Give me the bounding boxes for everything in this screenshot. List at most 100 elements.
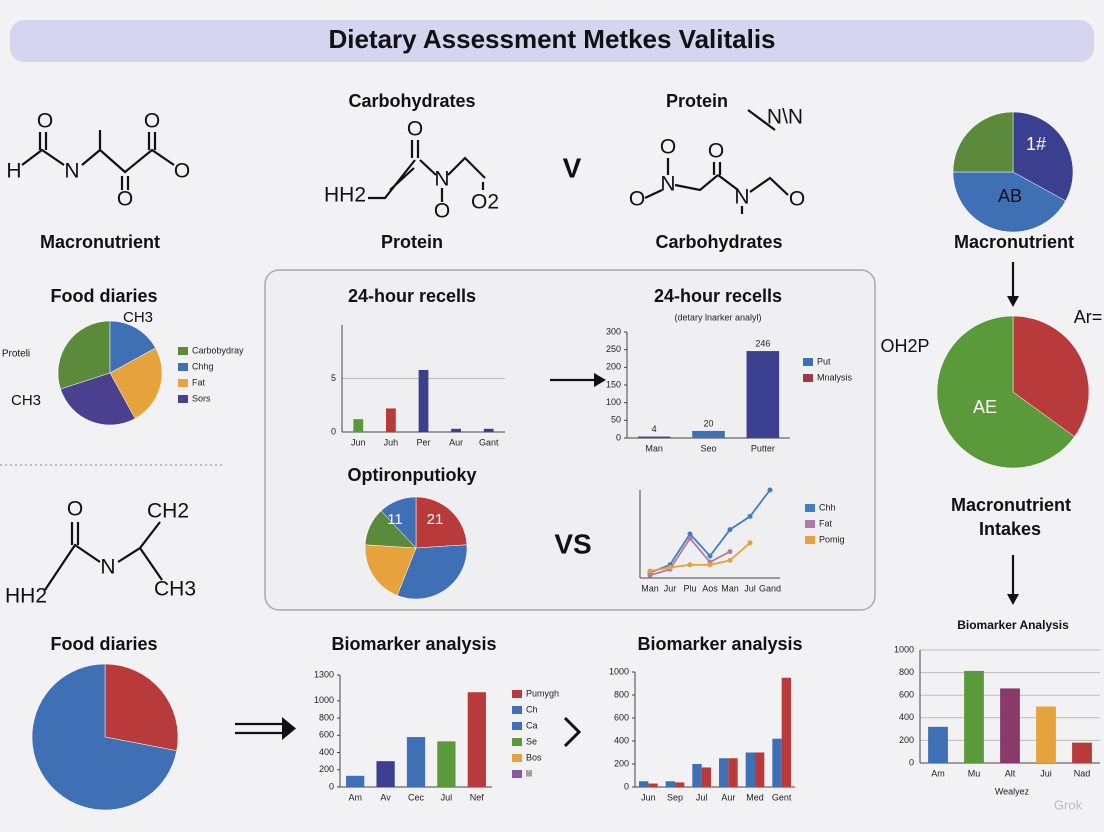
y-tick-label: 1000 [314, 695, 334, 705]
pie-slice [57, 320, 111, 390]
molecule-bonds [644, 109, 789, 214]
x-tick-label: Per [416, 437, 430, 447]
x-tick-label: Jun [641, 792, 656, 802]
x-tick-label: Gant [479, 437, 499, 447]
y-tick-label: 0 [909, 757, 914, 767]
pie-slice [364, 544, 417, 596]
pie-slice [396, 544, 468, 600]
legend-swatch [803, 358, 813, 366]
pie-slice [1012, 111, 1074, 202]
x-tick-label: Alt [1005, 768, 1016, 778]
annotation: Ar= [1074, 307, 1103, 327]
atom-label: O [174, 160, 190, 183]
section-label: Macronutrient [951, 495, 1071, 515]
bar [746, 351, 780, 438]
chart-title: Biomarker Analysis [957, 618, 1069, 632]
y-tick-label: 300 [606, 326, 621, 336]
atom-label: O [407, 118, 423, 141]
legend-label: Mnalysis [817, 372, 853, 382]
pie-slice [936, 315, 1075, 469]
x-tick-label: Jul [696, 792, 708, 802]
bar [692, 430, 725, 438]
y-tick-label: 200 [606, 362, 621, 372]
title-banner [10, 20, 1094, 62]
legend-swatch [178, 347, 188, 355]
legend-label: Put [817, 356, 831, 366]
y-tick-label: 800 [614, 689, 629, 699]
y-tick-label: 0 [616, 432, 621, 442]
x-tick-label: Mu [968, 768, 981, 778]
legend-label: Carbobydray [192, 345, 244, 355]
pie-slice [952, 111, 1014, 173]
section-label: Macronutrient [40, 232, 160, 252]
watermark: Grok [1054, 797, 1083, 812]
bar [386, 408, 396, 432]
x-tick-label: Av [380, 792, 391, 802]
bar [928, 726, 948, 763]
atom-label: CH3 [154, 578, 196, 601]
atom-label: O [660, 136, 676, 159]
x-tick-label: Jui [1040, 768, 1052, 778]
section-label: Carbohydrates [655, 232, 782, 252]
value-label: 20 [703, 418, 713, 428]
section-label: Carbohydrates [348, 91, 475, 111]
bar [728, 758, 738, 787]
bar [755, 752, 765, 787]
legend-swatch [805, 504, 815, 512]
x-tick-label: Am [348, 792, 362, 802]
bar [353, 419, 364, 432]
x-tick-label: Putter [751, 443, 775, 453]
bar [772, 738, 782, 787]
line [649, 542, 751, 572]
double-arrow [235, 722, 284, 735]
legend-label: Bos [526, 752, 542, 762]
atom-label: O2 [471, 191, 499, 214]
atom-label: O [629, 188, 645, 211]
atom-label: O [144, 110, 160, 133]
section-label: Protein [666, 91, 728, 111]
x-tick-label: Nef [470, 792, 485, 802]
atom-label: O [708, 140, 724, 163]
y-tick-label: 400 [319, 747, 334, 757]
atom-label: N [100, 556, 115, 579]
y-tick-label: 0 [624, 781, 629, 791]
legend-label: Ca [526, 720, 538, 730]
bar [437, 741, 456, 787]
x-tick-label: Cec [408, 792, 425, 802]
bar [1072, 742, 1092, 763]
legend-label: Se [526, 736, 537, 746]
bar [964, 670, 984, 763]
pie-slice [380, 496, 417, 549]
x-tick-label: Jul [744, 583, 756, 593]
x-tick-label: Sep [667, 792, 683, 802]
legend-swatch [512, 754, 522, 762]
atom-label: O [434, 200, 450, 223]
x-tick-label: Plu [683, 583, 696, 593]
x-tick-label: Gent [772, 792, 792, 802]
arrow-head [594, 373, 606, 387]
chart-title: Food diaries [50, 286, 157, 306]
legend-swatch [803, 374, 813, 382]
legend-label: Chh [819, 502, 836, 512]
legend-label: Pomig [819, 534, 845, 544]
atom-label: H [6, 160, 21, 183]
legend-swatch [512, 722, 522, 730]
pie-slice [60, 372, 136, 426]
y-tick-label: 800 [899, 667, 914, 677]
y-tick-label: 1300 [314, 669, 334, 679]
chart-subtitle: (detary lnarker analyl) [674, 312, 761, 322]
atom-label: N [434, 168, 449, 191]
atom-label: N [64, 160, 79, 183]
atom-label: HH2 [5, 585, 47, 608]
bar [648, 783, 658, 787]
y-tick-label: 600 [899, 690, 914, 700]
chart-title: Macronutrient [954, 232, 1074, 252]
annotation: 1# [1026, 134, 1046, 154]
annotation: Proteli [2, 349, 30, 360]
legend-swatch [178, 363, 188, 371]
chart-title: Biomarker analysis [331, 634, 496, 654]
molecule-bonds [21, 130, 175, 190]
legend-label: Fat [819, 518, 833, 528]
y-tick-label: 200 [899, 735, 914, 745]
